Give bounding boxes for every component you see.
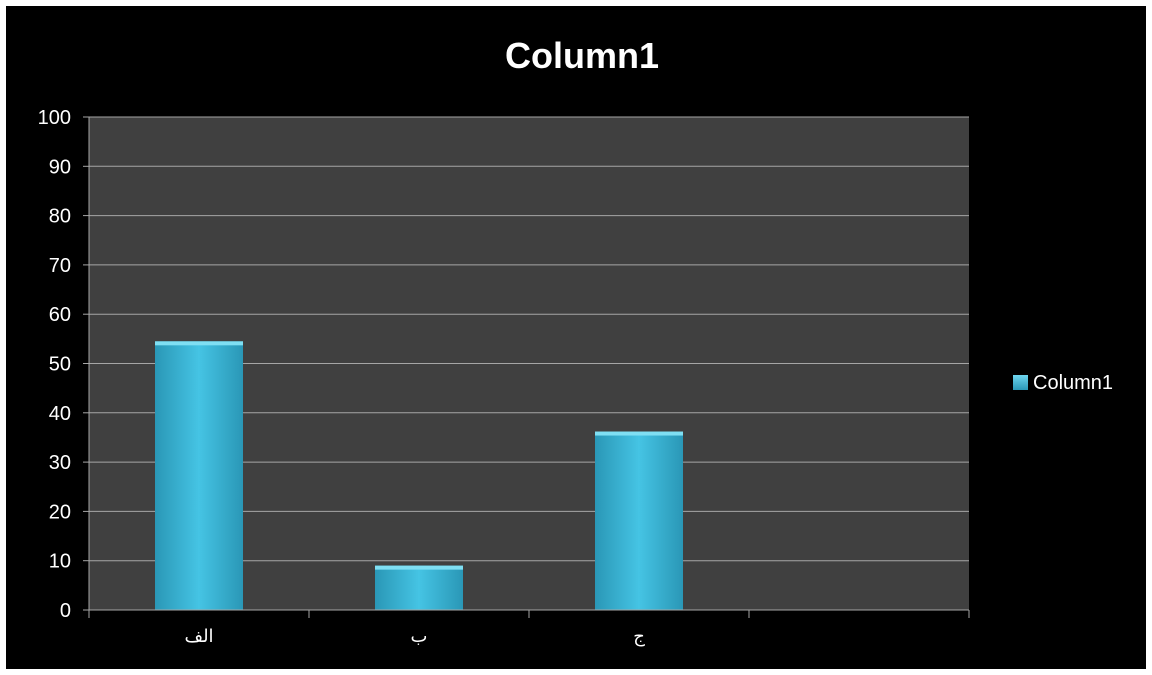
bar bbox=[595, 431, 683, 610]
bar bbox=[375, 565, 463, 610]
x-tick-label: ج bbox=[633, 626, 645, 647]
y-tick-labels: 0 10 20 30 40 50 60 70 80 90 100 bbox=[38, 107, 71, 622]
y-tick-label: 30 bbox=[49, 452, 71, 474]
x-tick-label: ب bbox=[411, 626, 428, 647]
y-tick-label: 20 bbox=[49, 501, 71, 523]
chart-title: Column1 bbox=[505, 35, 659, 76]
y-tick-label: 70 bbox=[49, 255, 71, 277]
y-tick-label: 10 bbox=[49, 551, 71, 573]
chart-svg: Column1 0 10 20 30 40 50 60 70 80 90 100 الف ب ج Col… bbox=[38, 35, 1113, 647]
y-tick-label: 40 bbox=[49, 403, 71, 425]
y-tick-label: 80 bbox=[49, 206, 71, 228]
y-tick-label: 60 bbox=[49, 304, 71, 326]
bar bbox=[155, 341, 243, 610]
bar-highlight bbox=[375, 565, 463, 570]
legend: Column1 bbox=[1013, 372, 1113, 394]
x-tick-labels: الف ب ج bbox=[184, 626, 645, 647]
y-tick-label: 100 bbox=[38, 107, 71, 129]
legend-label: Column1 bbox=[1033, 372, 1113, 394]
axes bbox=[83, 116, 970, 618]
chart-frame: Column1 0 10 20 30 40 50 60 70 80 90 100 الف ب ج Col… bbox=[6, 6, 1146, 669]
y-tick-label: 50 bbox=[49, 354, 71, 376]
legend-swatch bbox=[1013, 375, 1028, 390]
y-tick-label: 0 bbox=[60, 600, 71, 622]
bar-highlight bbox=[155, 341, 243, 346]
bars bbox=[155, 341, 683, 610]
y-tick-label: 90 bbox=[49, 156, 71, 178]
bar-highlight bbox=[595, 431, 683, 436]
x-tick-label: الف bbox=[184, 626, 213, 647]
